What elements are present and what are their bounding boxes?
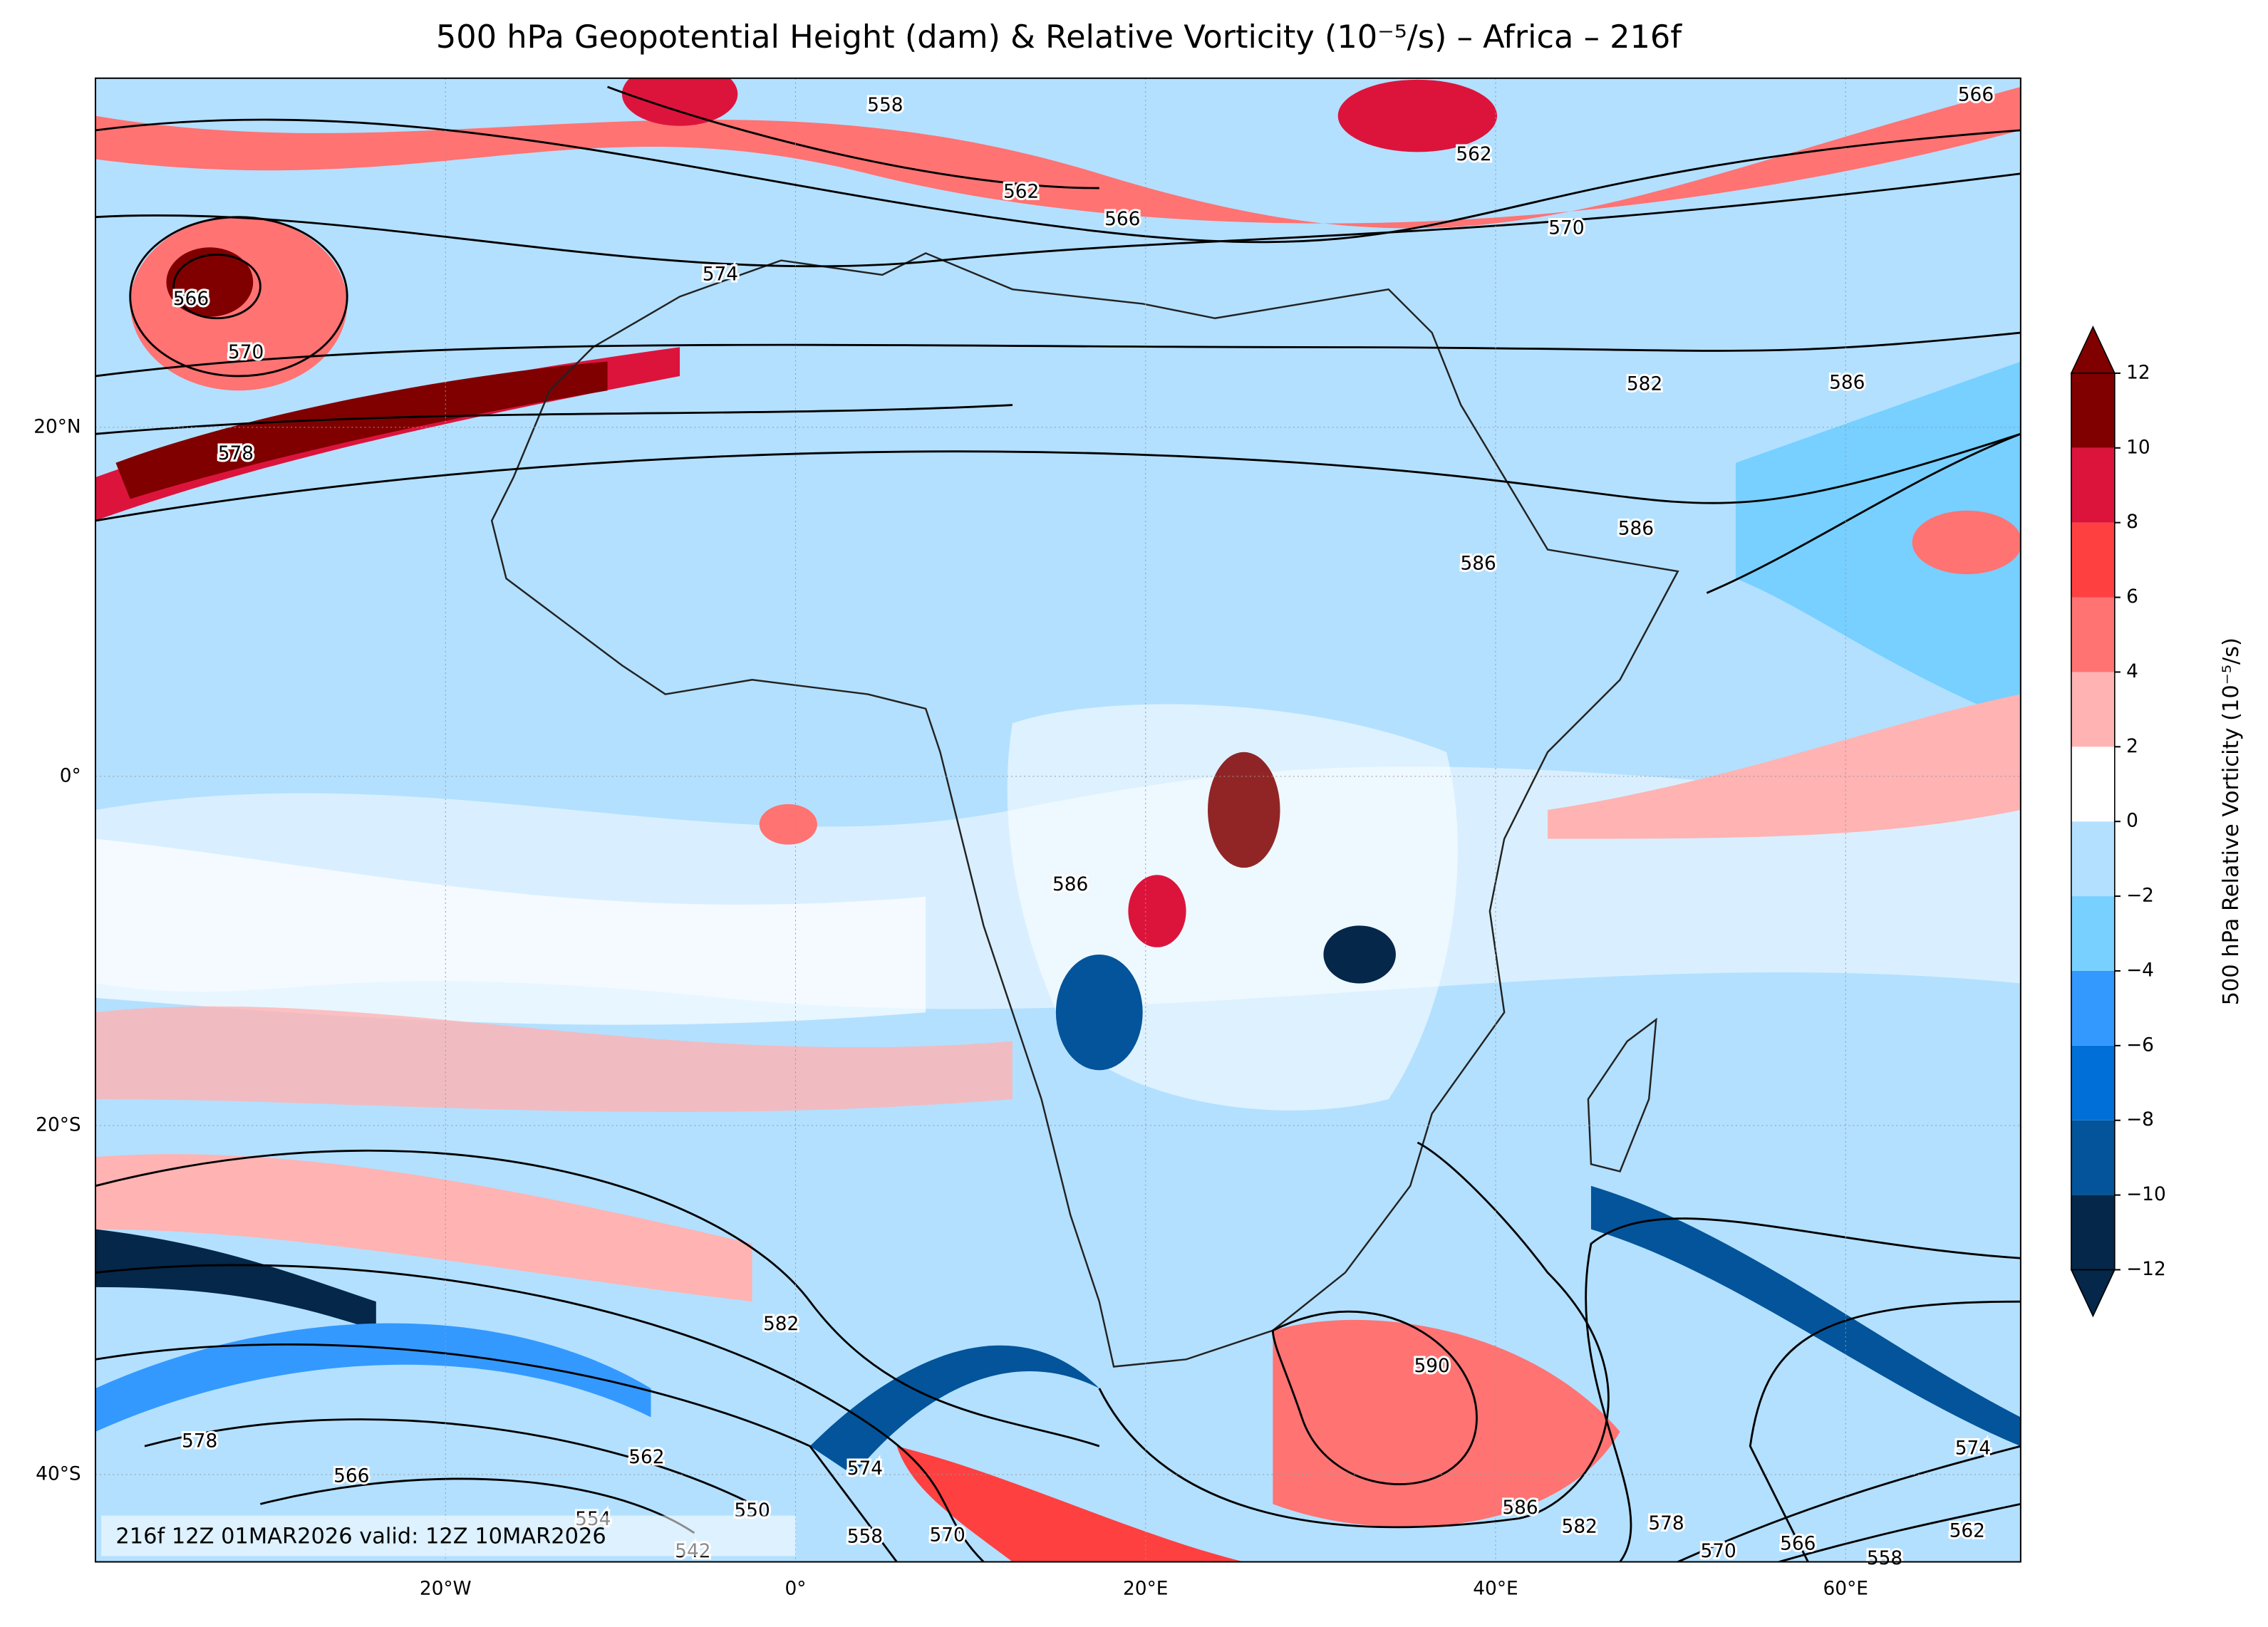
- x-tick-label: 40°E: [1473, 1579, 1518, 1600]
- colorbar-extend-max: [2070, 326, 2116, 374]
- y-tick-label: 0°: [60, 765, 81, 786]
- colorbar-band: [2071, 970, 2115, 1046]
- contour-label: 562: [1456, 144, 1491, 165]
- contour-label: 578: [218, 443, 254, 464]
- plot-frame: [94, 77, 2021, 1563]
- colorbar-tick-label: 0: [2126, 811, 2138, 832]
- contour-label: 562: [1949, 1520, 1985, 1542]
- colorbar-band: [2071, 522, 2115, 598]
- colorbar-tick-label: 4: [2126, 661, 2138, 682]
- contour-label: 566: [333, 1465, 369, 1487]
- colorbar-tick-label: −6: [2126, 1034, 2154, 1056]
- x-tick-label: 20°E: [1123, 1579, 1168, 1600]
- colorbar-tick-label: −4: [2126, 960, 2154, 981]
- contour-label: 582: [763, 1314, 799, 1335]
- colorbar-band: [2071, 447, 2115, 523]
- x-tick-label: 0°: [785, 1579, 807, 1600]
- contour-label: 574: [1955, 1438, 1991, 1460]
- contour-label: 566: [173, 289, 209, 310]
- colorbar-tick-label: 2: [2126, 736, 2138, 757]
- y-tick-label: 40°S: [36, 1464, 81, 1485]
- colorbar: −12 −10 −8 −6 −4 −2 0 2 4 6 8 10 12: [2070, 326, 2166, 1318]
- contour-label: 562: [1003, 182, 1039, 203]
- contour-label: 582: [1562, 1516, 1598, 1537]
- contour-label: 574: [703, 264, 738, 285]
- colorbar-band: [2071, 1045, 2115, 1121]
- vorticity-field: [95, 78, 2021, 1562]
- colorbar-tick-label: 10: [2126, 437, 2150, 458]
- colorbar-band: [2071, 896, 2115, 971]
- contour-label: 578: [182, 1431, 217, 1452]
- footnote-box: [101, 1515, 796, 1556]
- colorbar-label: 500 hPa Relative Vorticity (10⁻⁵/s): [2219, 638, 2244, 1005]
- contour-label: 586: [1460, 553, 1496, 574]
- colorbar-extend-min: [2070, 1269, 2116, 1318]
- map-title: 500 hPa Geopotential Height (dam) & Rela…: [436, 19, 1682, 56]
- contour-label: 566: [1780, 1534, 1816, 1555]
- footnote: 216f 12Z 01MAR2026 valid: 12Z 10MAR2026: [115, 1524, 606, 1549]
- x-tick-label: 60°E: [1823, 1579, 1868, 1600]
- graticule: 20°W 0° 20°E 40°E 60°E 20°N 0° 20°S 40°S: [33, 78, 2021, 1600]
- contour-label: 582: [1627, 374, 1662, 395]
- contour-label: 570: [929, 1525, 965, 1547]
- colorbar-tick-label: −8: [2126, 1109, 2154, 1130]
- colorbar-band: [2071, 672, 2115, 747]
- contour-label: 590: [1414, 1356, 1450, 1377]
- colorbar-band: [2071, 821, 2115, 897]
- colorbar-tick-label: −12: [2126, 1259, 2166, 1280]
- colorbar-band: [2071, 1120, 2115, 1195]
- contour-label: 586: [1502, 1497, 1538, 1519]
- contour-label: 566: [1104, 209, 1140, 230]
- colorbar-tick-label: 12: [2126, 362, 2150, 383]
- contour-label: 562: [628, 1447, 664, 1468]
- contour-label: 578: [1648, 1513, 1684, 1534]
- contour-label: 558: [867, 95, 903, 116]
- contour-label: 586: [1052, 874, 1088, 895]
- y-tick-label: 20°S: [36, 1114, 81, 1135]
- contour-label: 574: [847, 1458, 883, 1480]
- contour-label: 558: [1867, 1548, 1902, 1569]
- colorbar-band: [2071, 747, 2115, 822]
- x-tick-label: 20°W: [420, 1579, 472, 1600]
- colorbar-tick-label: −10: [2126, 1184, 2166, 1205]
- contour-label: 558: [847, 1527, 883, 1548]
- contour-label: 586: [1829, 373, 1865, 394]
- contour-label: 570: [228, 342, 264, 363]
- colorbar-tick-label: 6: [2126, 586, 2138, 608]
- colorbar-band: [2071, 597, 2115, 672]
- colorbar-band: [2071, 1195, 2115, 1270]
- contour-label: 570: [1548, 217, 1584, 239]
- colorbar-tick-label: 8: [2126, 511, 2138, 533]
- colorbar-band: [2071, 373, 2115, 448]
- contour-label: 566: [1958, 85, 1994, 106]
- contour-label: 570: [1700, 1541, 1736, 1562]
- contour-label: 586: [1618, 519, 1654, 540]
- colorbar-tick-label: −2: [2126, 885, 2154, 907]
- y-tick-label: 20°N: [33, 416, 81, 437]
